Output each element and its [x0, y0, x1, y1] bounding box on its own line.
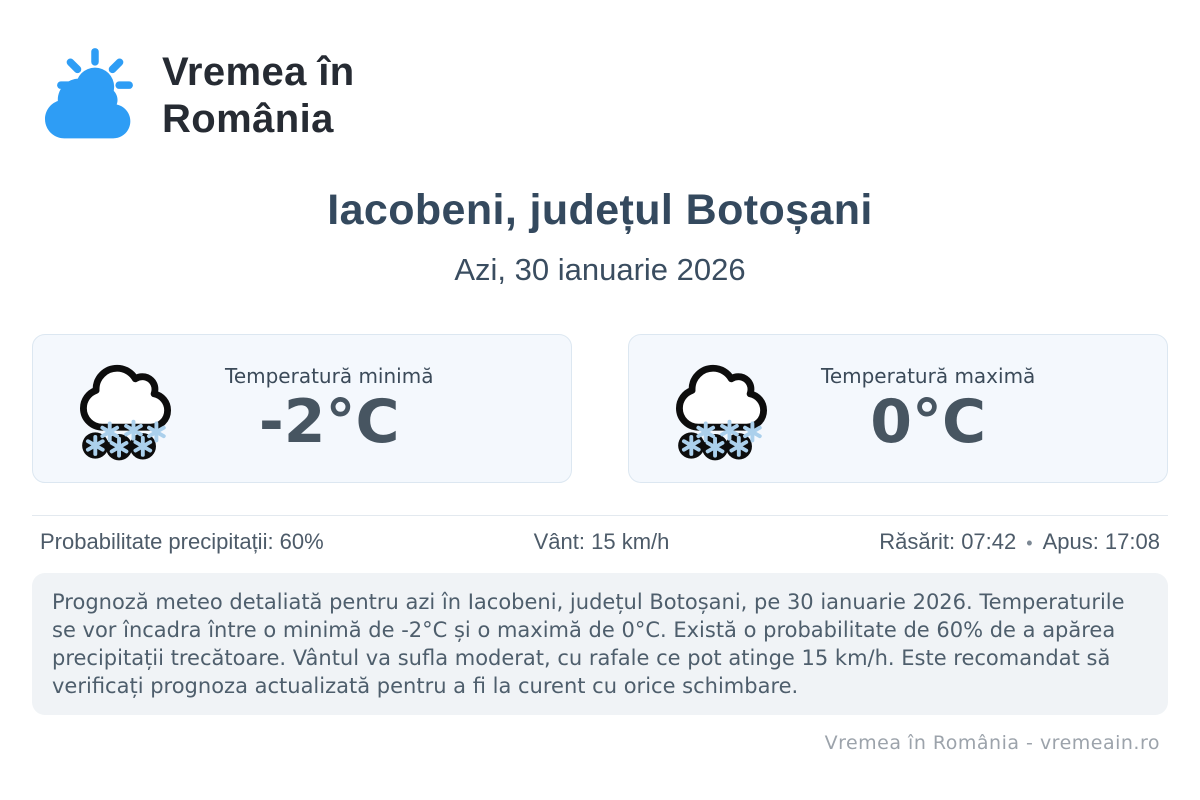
sunrise-stat: Răsărit: 07:42 — [879, 529, 1017, 555]
min-temp-text: Temperatură minimă -2°C — [225, 364, 433, 454]
min-temp-value: -2°C — [258, 386, 400, 457]
snow-cloud-icon — [665, 357, 777, 461]
max-temp-label: Temperatură maximă — [821, 363, 1036, 388]
site-logo: Vremea în România — [0, 0, 1200, 144]
bullet-separator: • — [1026, 533, 1033, 554]
logo-line2: România — [162, 97, 334, 141]
max-temp-text: Temperatură maximă 0°C — [821, 364, 1035, 454]
max-temp-card: Temperatură maximă 0°C — [628, 334, 1168, 484]
forecast-summary: Prognoză meteo detaliată pentru azi în I… — [32, 573, 1168, 716]
sun-cloud-logo-icon — [45, 48, 133, 139]
logo-wordmark: Vremea în România — [162, 49, 355, 143]
stats-row: Probabilitate precipitații: 60% Vânt: 15… — [32, 515, 1168, 555]
precipitation-stat: Probabilitate precipitații: 60% — [40, 529, 324, 555]
page-heading: Iacobeni, județul Botoșani Azi, 30 ianua… — [0, 186, 1200, 288]
sunset-stat: Apus: 17:08 — [1042, 529, 1160, 555]
min-temp-card: Temperatură minimă -2°C — [32, 334, 572, 484]
footer-credit: Vremea în România - vremeain.ro — [824, 732, 1160, 755]
page-title: Iacobeni, județul Botoșani — [327, 186, 873, 234]
max-temp-value: 0°C — [870, 386, 987, 457]
min-temp-label: Temperatură minimă — [225, 363, 434, 388]
sun-times: Răsărit: 07:42 • Apus: 17:08 — [879, 529, 1160, 555]
date-subtitle: Azi, 30 ianuarie 2026 — [454, 252, 746, 288]
wind-stat: Vânt: 15 km/h — [533, 529, 670, 555]
snow-cloud-icon — [69, 357, 181, 461]
temperature-cards: Temperatură minimă -2°C T — [32, 334, 1168, 484]
logo-line1: Vremea în — [162, 49, 355, 94]
